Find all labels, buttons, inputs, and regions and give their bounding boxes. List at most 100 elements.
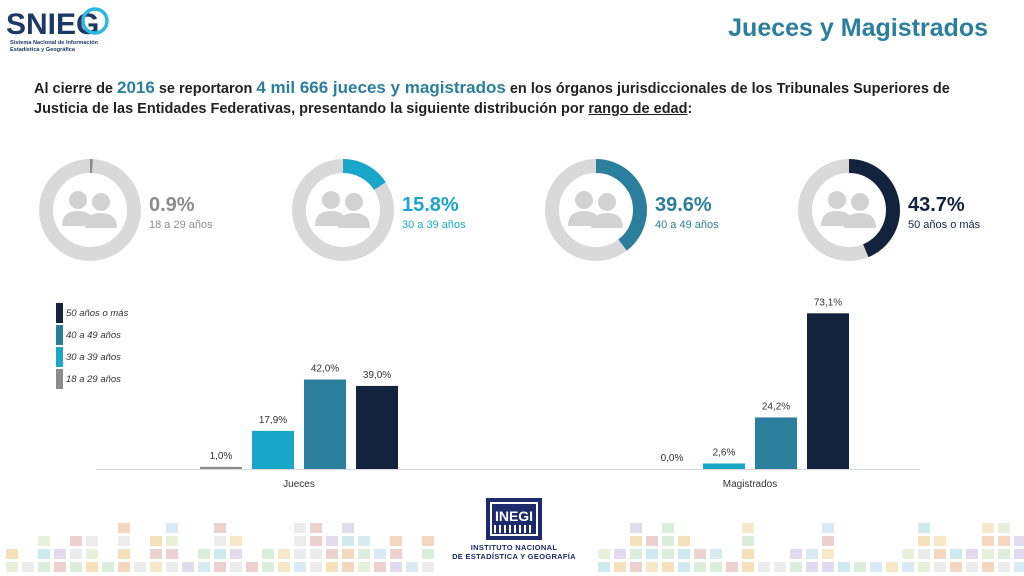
decorative-square [310, 562, 322, 572]
bar [356, 385, 398, 469]
decorative-square [342, 523, 354, 533]
decorative-square [918, 536, 930, 546]
decorative-square [214, 536, 226, 546]
decorative-square [614, 549, 626, 559]
decorative-square [982, 549, 994, 559]
age-donut [544, 158, 648, 262]
donut-label: 39.6% 40 a 49 años [655, 194, 719, 231]
decorative-square [198, 562, 210, 572]
legend-swatch [56, 325, 63, 345]
decorative-square [390, 536, 402, 546]
age-donut [38, 158, 142, 262]
decorative-square [70, 549, 82, 559]
bar-value-label: 24,2% [762, 401, 790, 412]
decorative-square [198, 549, 210, 559]
decorative-square [774, 562, 786, 572]
decorative-square [310, 549, 322, 559]
decorative-square [310, 536, 322, 546]
decorative-square [326, 549, 338, 559]
bar [200, 466, 242, 469]
decorative-square [742, 523, 754, 533]
decorative-square [678, 549, 690, 559]
decorative-square [294, 536, 306, 546]
decorative-square [630, 562, 642, 572]
decorative-square [662, 523, 674, 533]
decorative-square [998, 549, 1010, 559]
decorative-square [326, 562, 338, 572]
legend-label: 18 a 29 años [66, 374, 121, 385]
donut-label: 15.8% 30 a 39 años [402, 194, 466, 231]
decorative-square [166, 536, 178, 546]
decorative-square [790, 562, 802, 572]
decorative-square [614, 562, 626, 572]
age-donut [291, 158, 395, 262]
legend-swatch [56, 347, 63, 367]
bar [755, 417, 797, 469]
decorative-square [102, 562, 114, 572]
total-highlight: 4 mil 666 jueces y magistrados [256, 78, 506, 97]
decorative-square [662, 549, 674, 559]
decorative-square [646, 536, 658, 546]
decorative-square [646, 549, 658, 559]
decorative-squares [6, 523, 1024, 572]
decorative-square [950, 549, 962, 559]
decorative-square [310, 523, 322, 533]
age-range-emphasis: rango de edad [588, 101, 688, 117]
decorative-square [678, 562, 690, 572]
decorative-square [422, 536, 434, 546]
inegi-wordmark: INEGI [495, 508, 533, 524]
decorative-square [86, 562, 98, 572]
bar-value-label: 17,9% [259, 415, 287, 426]
decorative-square [374, 562, 386, 572]
logo-subtitle: Sistema Nacional de Información Estadíst… [10, 40, 98, 53]
decorative-square [646, 562, 658, 572]
donut-track [39, 159, 141, 261]
decorative-square [886, 562, 898, 572]
people-icon [62, 191, 117, 228]
bar-value-label: 2,6% [713, 447, 736, 458]
year-highlight: 2016 [117, 78, 155, 97]
age-donut [797, 158, 901, 262]
decorative-square [86, 549, 98, 559]
decorative-square [166, 523, 178, 533]
decorative-square [806, 562, 818, 572]
decorative-square [358, 549, 370, 559]
decorative-square [758, 562, 770, 572]
decorative-square [214, 549, 226, 559]
decorative-square [54, 562, 66, 572]
inegi-logo: INEGI INSTITUTO NACIONAL DE ESTADÍSTICA … [444, 496, 584, 566]
people-icon [568, 191, 623, 228]
donut-segment [545, 159, 647, 261]
decorative-square [742, 536, 754, 546]
decorative-square [982, 523, 994, 533]
donut-segment [292, 159, 394, 261]
decorative-square [742, 549, 754, 559]
decorative-square [118, 523, 130, 533]
category-label: Jueces [283, 479, 315, 490]
decorative-square [742, 562, 754, 572]
donut-percentage: 43.7% [908, 194, 965, 216]
decorative-square [166, 562, 178, 572]
decorative-square [822, 562, 834, 572]
decorative-square [342, 549, 354, 559]
decorative-square [230, 549, 242, 559]
decorative-square [294, 549, 306, 559]
legend-label: 50 años o más [66, 308, 129, 319]
decorative-square [6, 562, 18, 572]
donut-label: 43.7% 50 años o más [908, 194, 980, 231]
donut-percentage: 0.9% [149, 194, 195, 216]
decorative-square [934, 549, 946, 559]
donut-label: 0.9% 18 a 29 años [149, 194, 213, 231]
donut-percentage: 15.8% [402, 194, 459, 216]
decorative-square [118, 549, 130, 559]
decorative-square [998, 536, 1010, 546]
donut-range-label: 50 años o más [908, 219, 981, 231]
decorative-square [54, 549, 66, 559]
bar-chart: 1,0% 17,9% 42,0% 39,0% Jueces 0,0% 2,6% 24,2% 73… [96, 297, 920, 490]
decorative-square [598, 549, 610, 559]
donut-percentage: 39.6% [655, 194, 712, 216]
bar-value-label: 1,0% [210, 451, 233, 462]
decorative-square [966, 549, 978, 559]
bar [252, 430, 294, 469]
decorative-square [918, 523, 930, 533]
